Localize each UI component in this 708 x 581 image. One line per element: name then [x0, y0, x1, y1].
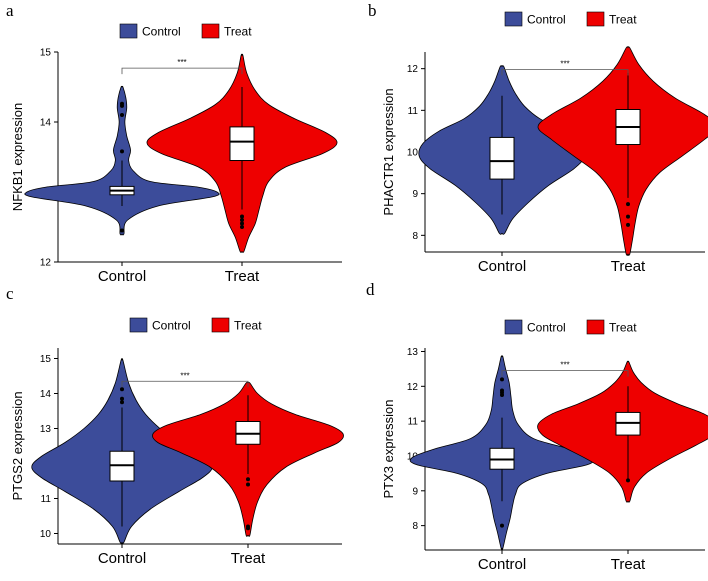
legend: Control Treat	[129, 317, 262, 333]
y-axis-title: PTGS2 expression	[10, 391, 25, 500]
legend: Control Treat	[119, 23, 252, 39]
x-tick-label-control: Control	[478, 258, 526, 275]
y-tick-label: 11	[408, 106, 419, 117]
legend-swatch-control	[504, 319, 523, 335]
outlier-point	[120, 113, 124, 117]
y-tick-label: 12	[407, 64, 419, 75]
legend-label-control: Control	[142, 25, 181, 39]
significance-bracket	[121, 380, 249, 388]
legend-swatch-control	[504, 11, 523, 27]
outlier-point	[246, 482, 250, 487]
outlier-point	[120, 400, 124, 405]
legend: Control Treat	[504, 11, 637, 27]
y-tick-label: 9	[412, 189, 418, 200]
legend-swatch-treat	[211, 317, 230, 333]
y-tick-label: 8	[412, 521, 418, 532]
legend-label-treat: Treat	[234, 319, 262, 333]
outlier-point	[626, 202, 630, 207]
outlier-point	[240, 225, 244, 229]
y-tick-label: 11	[41, 494, 52, 505]
y-tick-label: 9	[412, 486, 418, 497]
x-tick-label-control: Control	[478, 556, 526, 573]
x-tick-label-control: Control	[98, 550, 146, 567]
outlier-point	[626, 214, 630, 219]
panel-letter: c	[6, 284, 14, 303]
y-tick-label: 8	[412, 231, 418, 242]
outlier-point	[240, 221, 244, 226]
outlier-point	[626, 222, 630, 227]
legend-label-treat: Treat	[609, 13, 637, 27]
outlier-point	[120, 387, 124, 392]
outlier-point	[120, 228, 124, 233]
y-tick-label: 15	[40, 354, 52, 365]
significance-label: ***	[560, 60, 569, 69]
y-tick-label: 11	[408, 417, 419, 428]
violin-treat	[537, 46, 708, 256]
significance-bracket	[121, 67, 243, 75]
box-control	[489, 136, 515, 180]
significance-label: ***	[560, 361, 569, 370]
box-treat	[229, 126, 255, 161]
outlier-point	[240, 218, 244, 222]
y-axis-title: PTX3 expression	[381, 400, 396, 499]
y-tick-label: 12	[40, 258, 52, 269]
y-tick-label: 13	[40, 424, 52, 435]
significance-label: ***	[177, 58, 186, 67]
outlier-point	[500, 388, 504, 393]
legend-label-control: Control	[527, 13, 566, 27]
panel-c: cControlTreat101112131415PTGS2 expressio…	[6, 284, 344, 567]
legend-swatch-treat	[201, 23, 220, 39]
outlier-point	[120, 149, 124, 154]
panel-a: aControlTreat12131415NFKB1 expressionCon…	[6, 1, 342, 285]
y-tick-label: 10	[40, 529, 52, 540]
panel-b: b Control Treat 8 9 10 11 12 PHACTR1 expression C…	[368, 1, 708, 275]
legend-swatch-control	[119, 23, 138, 39]
panel-d: dControlTreat8910111213PTX3 expressionCo…	[366, 280, 708, 573]
y-tick-label: 12	[407, 382, 419, 393]
legend-label-control: Control	[152, 319, 191, 333]
x-tick-label-treat: Treat	[611, 258, 646, 275]
legend-label-treat: Treat	[609, 321, 637, 335]
x-tick-label-treat: Treat	[225, 268, 260, 285]
outlier-point	[626, 478, 630, 483]
panel-letter: d	[366, 280, 375, 299]
y-tick-label: 13	[407, 347, 419, 358]
significance-bracket	[501, 69, 629, 76]
outlier-point	[246, 524, 250, 529]
outlier-point	[120, 101, 124, 106]
y-tick-label: 10	[407, 148, 419, 159]
legend-label-control: Control	[527, 321, 566, 335]
x-tick-label-treat: Treat	[231, 550, 266, 567]
legend-label-treat: Treat	[224, 25, 252, 39]
legend-swatch-treat	[586, 11, 605, 27]
x-tick-label-treat: Treat	[611, 556, 646, 573]
significance-bracket	[501, 370, 629, 377]
y-tick-label: 15	[40, 48, 52, 59]
y-axis-title: NFKB1 expression	[10, 103, 25, 211]
outlier-point	[120, 396, 124, 401]
outlier-point	[246, 477, 250, 482]
outlier-point	[240, 214, 244, 219]
y-tick-label: 14	[40, 118, 52, 129]
outlier-point	[500, 523, 504, 528]
y-axis-title: PHACTR1 expression	[381, 88, 396, 215]
panel-letter: b	[368, 1, 377, 20]
panel-letter: a	[6, 1, 14, 20]
legend-swatch-treat	[586, 319, 605, 335]
outlier-point	[500, 377, 504, 382]
legend-swatch-control	[129, 317, 148, 333]
legend: Control Treat	[504, 319, 637, 335]
x-tick-label-control: Control	[98, 268, 146, 285]
y-tick-label: 14	[40, 389, 52, 400]
significance-label: ***	[180, 371, 189, 380]
